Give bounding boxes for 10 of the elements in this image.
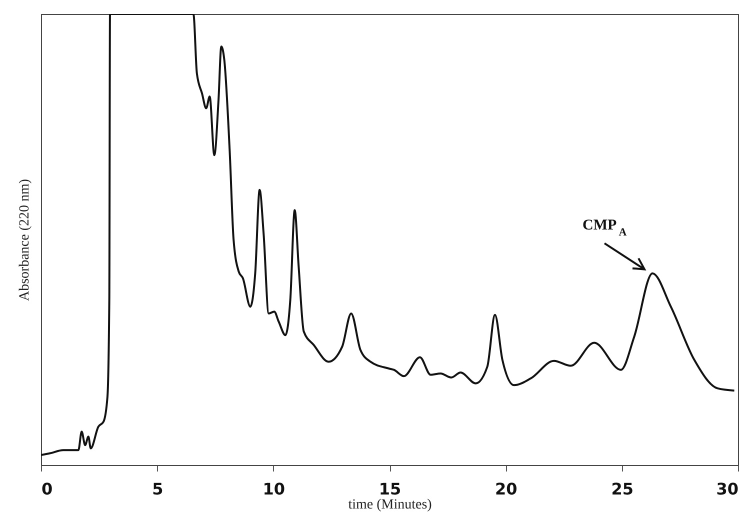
x-tick-label: 0: [42, 480, 53, 498]
y-axis-title: Absorbance (220 nm): [18, 178, 32, 302]
x-tick-label: 10: [262, 480, 285, 498]
x-tick-label: 15: [378, 480, 402, 498]
annotation: CMP$_{A}$: [582, 217, 627, 238]
x-axis-title: time (Minutes): [348, 498, 432, 512]
x-tick-label: 25: [611, 480, 634, 498]
x-tick-label: 5: [152, 480, 164, 498]
x-tick-label: 30: [716, 480, 738, 498]
x-tick-label: 20: [495, 480, 518, 498]
